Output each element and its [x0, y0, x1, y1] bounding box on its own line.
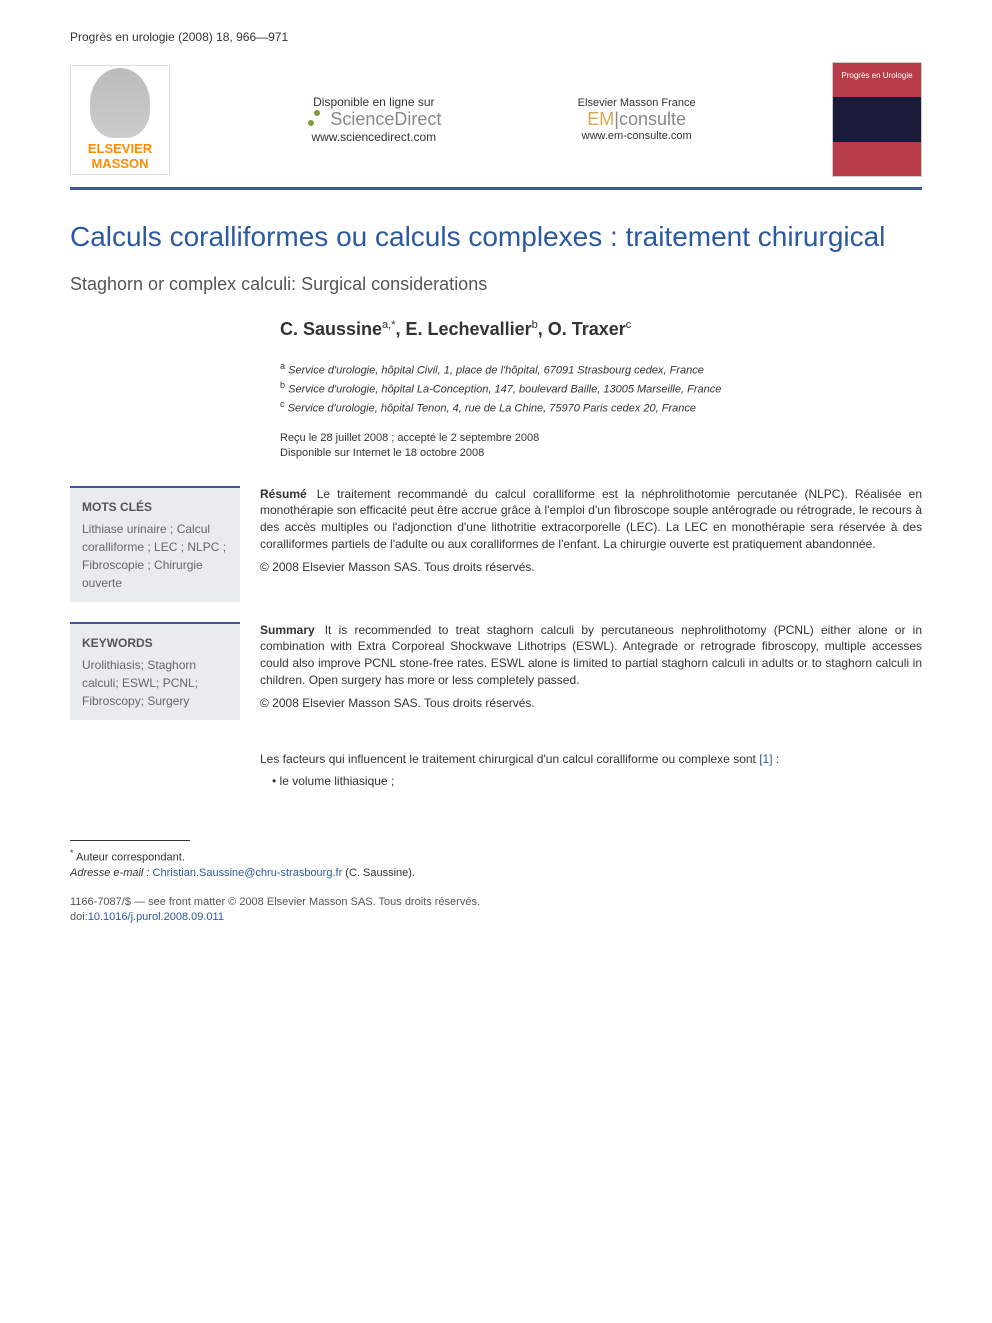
header-banner: ELSEVIER MASSON Disponible en ligne sur … — [70, 52, 922, 190]
sciencedirect-url[interactable]: www.sciencedirect.com — [306, 130, 441, 144]
resume-copyright: © 2008 Elsevier Masson SAS. Tous droits … — [260, 559, 922, 576]
footnote-separator — [70, 840, 190, 841]
summary-row: KEYWORDS Urolithiasis; Staghorn calculi;… — [70, 622, 922, 720]
ref-link-1[interactable]: [1] — [759, 752, 772, 766]
received-date: Reçu le 28 juillet 2008 ; accepté le 2 s… — [280, 431, 922, 446]
email-link[interactable]: Christian.Saussine@chru-strasbourg.fr — [153, 867, 343, 879]
sd-available-label: Disponible en ligne sur — [306, 95, 441, 109]
keywords-list: Urolithiasis; Staghorn calculi; ESWL; PC… — [82, 656, 228, 710]
article-subtitle: Staghorn or complex calculi: Surgical co… — [70, 274, 922, 295]
front-matter: 1166-7087/$ — see front matter © 2008 El… — [70, 895, 922, 910]
affil-a-sup: a — [280, 361, 285, 371]
affil-c-sup: c — [280, 399, 285, 409]
sd-dots-icon — [306, 110, 326, 130]
doi-label: doi: — [70, 911, 88, 923]
elsevier-tree-icon — [90, 68, 150, 138]
resume-row: MOTS CLÉS Lithiase urinaire ; Calcul cor… — [70, 486, 922, 602]
em-text: EM — [587, 109, 614, 129]
article-body: Les facteurs qui influencent le traiteme… — [260, 750, 922, 790]
dates: Reçu le 28 juillet 2008 ; accepté le 2 s… — [280, 431, 922, 462]
author-1-affil: a,* — [382, 319, 395, 331]
consulte-text: consulte — [619, 109, 686, 129]
body-colon: : — [773, 752, 780, 766]
mots-cles-box: MOTS CLÉS Lithiase urinaire ; Calcul cor… — [70, 486, 240, 602]
elsevier-logo: ELSEVIER MASSON — [70, 65, 170, 175]
author-2-affil: b — [532, 319, 538, 331]
keywords-box: KEYWORDS Urolithiasis; Staghorn calculi;… — [70, 622, 240, 720]
journal-cover-thumbnail: Progrès en Urologie — [832, 62, 922, 177]
summary-text: SummaryIt is recommended to treat stagho… — [260, 622, 922, 720]
author-3: O. Traxer — [548, 319, 626, 339]
corr-mark: * — [70, 848, 74, 858]
article-title: Calculs coralliformes ou calculs complex… — [70, 220, 922, 254]
emconsulte-logo: EM|consulte — [578, 109, 696, 130]
emconsulte-url[interactable]: www.em-consulte.com — [578, 130, 696, 142]
elsevier-brand-text: ELSEVIER MASSON — [71, 142, 169, 171]
email-label: Adresse e-mail : — [70, 867, 149, 879]
author-3-affil: c — [626, 319, 632, 331]
emconsulte-brand: Elsevier Masson France — [578, 97, 696, 109]
resume-body: Le traitement recommandé du calcul coral… — [260, 487, 922, 551]
mots-cles-list: Lithiase urinaire ; Calcul coralliforme … — [82, 520, 228, 592]
sciencedirect-logo: ScienceDirect — [306, 109, 441, 130]
author-2: E. Lechevallier — [406, 319, 532, 339]
summary-label: Summary — [260, 623, 315, 637]
authors-line: C. Saussinea,*, E. Lechevallierb, O. Tra… — [280, 319, 922, 340]
sciencedirect-name: ScienceDirect — [330, 109, 441, 130]
footnotes: * Auteur correspondant. Adresse e-mail :… — [70, 847, 922, 881]
affiliations: a Service d'urologie, hôpital Civil, 1, … — [280, 360, 922, 417]
online-date: Disponible sur Internet le 18 octobre 20… — [280, 446, 922, 461]
sciencedirect-box: Disponible en ligne sur ScienceDirect ww… — [306, 95, 441, 144]
journal-reference: Progrès en urologie (2008) 18, 966—971 — [70, 30, 922, 44]
mots-cles-title: MOTS CLÉS — [82, 498, 228, 516]
corr-text: Auteur correspondant. — [76, 851, 185, 863]
author-1: C. Saussine — [280, 319, 382, 339]
bullet-list: • le volume lithiasique ; — [272, 772, 922, 790]
summary-body: It is recommended to treat staghorn calc… — [260, 623, 922, 687]
affil-c: Service d'urologie, hôpital Tenon, 4, ru… — [288, 402, 696, 414]
resume-label: Résumé — [260, 487, 307, 501]
bottom-meta: 1166-7087/$ — see front matter © 2008 El… — [70, 895, 922, 926]
cover-title-text: Progrès en Urologie — [841, 71, 912, 80]
body-intro: Les facteurs qui influencent le traiteme… — [260, 752, 759, 766]
email-suffix: (C. Saussine). — [342, 867, 415, 879]
keywords-title: KEYWORDS — [82, 634, 228, 652]
summary-copyright: © 2008 Elsevier Masson SAS. Tous droits … — [260, 695, 922, 712]
doi-link[interactable]: 10.1016/j.purol.2008.09.011 — [88, 911, 224, 923]
affil-a: Service d'urologie, hôpital Civil, 1, pl… — [288, 364, 704, 376]
resume-text: RésuméLe traitement recommandé du calcul… — [260, 486, 922, 602]
affil-b: Service d'urologie, hôpital La-Conceptio… — [288, 383, 721, 395]
affil-b-sup: b — [280, 380, 285, 390]
emconsulte-box: Elsevier Masson France EM|consulte www.e… — [578, 97, 696, 142]
bullet-1: le volume lithiasique ; — [280, 774, 395, 788]
